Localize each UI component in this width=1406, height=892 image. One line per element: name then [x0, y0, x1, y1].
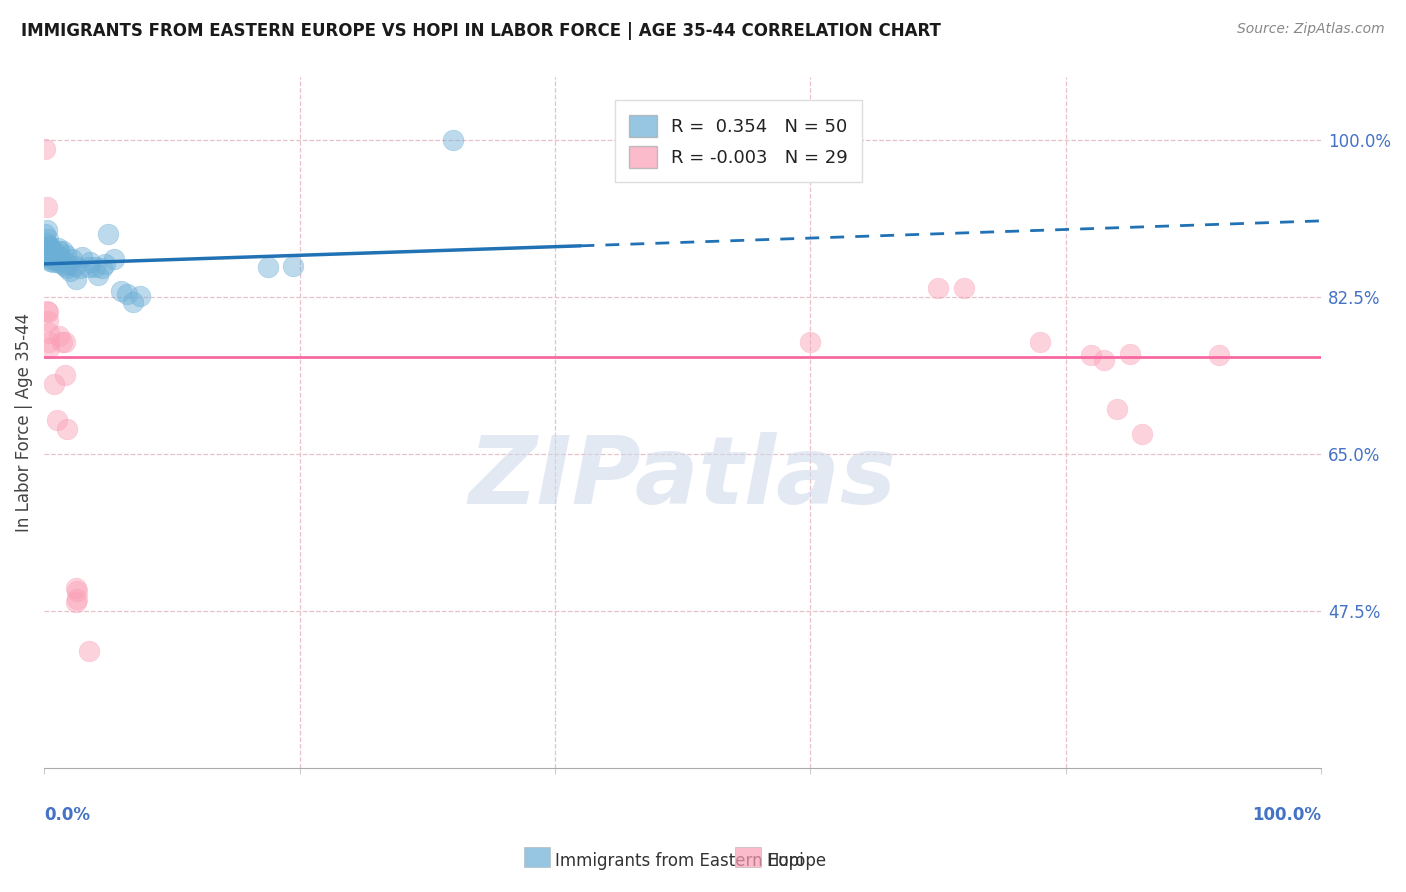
- Point: [58, 257, 80, 271]
- Point: [39, 248, 62, 262]
- Point: [65, 582, 87, 596]
- Text: IMMIGRANTS FROM EASTERN EUROPE VS HOPI IN LABOR FORCE | AGE 35-44 CORRELATION CH: IMMIGRANTS FROM EASTERN EUROPE VS HOPI I…: [21, 22, 941, 40]
- Point: [1029, 334, 1052, 349]
- Point: [34, 142, 56, 156]
- Legend: R =  0.354   N = 50, R = -0.003   N = 29: R = 0.354 N = 50, R = -0.003 N = 29: [614, 100, 862, 182]
- Point: [94, 257, 117, 271]
- Point: [53, 334, 76, 349]
- Point: [60, 252, 83, 267]
- Point: [122, 294, 145, 309]
- Point: [52, 244, 75, 259]
- Point: [45, 413, 67, 427]
- Point: [44, 248, 66, 262]
- Text: Source: ZipAtlas.com: Source: ZipAtlas.com: [1237, 22, 1385, 37]
- Point: [65, 595, 87, 609]
- Point: [41, 243, 63, 257]
- Point: [90, 261, 112, 276]
- Point: [59, 264, 82, 278]
- Point: [38, 245, 60, 260]
- Point: [53, 259, 76, 273]
- Point: [441, 133, 464, 147]
- Point: [37, 232, 59, 246]
- Point: [63, 259, 86, 273]
- Point: [34, 227, 56, 242]
- Text: 0.0%: 0.0%: [44, 805, 90, 823]
- Point: [1118, 346, 1140, 360]
- Point: [69, 261, 91, 276]
- Point: [45, 255, 67, 269]
- Point: [35, 236, 58, 251]
- Point: [35, 201, 58, 215]
- Y-axis label: In Labor Force | Age 35-44: In Labor Force | Age 35-44: [15, 313, 32, 533]
- Point: [84, 260, 107, 275]
- Point: [38, 239, 60, 253]
- Point: [53, 368, 76, 382]
- Point: [87, 268, 110, 282]
- Point: [41, 250, 63, 264]
- Point: [35, 303, 58, 318]
- Text: ZIPatlas: ZIPatlas: [468, 432, 897, 524]
- Point: [256, 260, 278, 275]
- Point: [38, 326, 60, 340]
- Point: [927, 281, 949, 295]
- Point: [38, 334, 60, 349]
- Point: [952, 281, 974, 295]
- Point: [1130, 427, 1153, 442]
- Text: Hopi: Hopi: [766, 852, 804, 870]
- Point: [37, 305, 59, 319]
- Point: [281, 259, 304, 273]
- Point: [66, 592, 89, 607]
- Point: [48, 328, 70, 343]
- Point: [103, 252, 125, 266]
- Point: [56, 261, 79, 276]
- Point: [97, 227, 120, 242]
- Point: [77, 260, 100, 275]
- Point: [48, 244, 70, 259]
- Point: [1208, 348, 1230, 362]
- Point: [35, 223, 58, 237]
- Point: [56, 422, 79, 436]
- Point: [46, 241, 69, 255]
- Point: [44, 377, 66, 392]
- Point: [37, 243, 59, 257]
- Point: [128, 289, 150, 303]
- Point: [51, 334, 73, 349]
- Point: [37, 250, 59, 264]
- Point: [55, 248, 77, 262]
- Point: [66, 584, 89, 599]
- Point: [37, 314, 59, 328]
- Point: [42, 244, 65, 259]
- Point: [79, 255, 101, 269]
- Point: [1105, 402, 1128, 417]
- Point: [49, 250, 72, 264]
- Point: [799, 334, 821, 349]
- Point: [72, 250, 94, 264]
- Point: [1080, 348, 1102, 362]
- Point: [39, 241, 62, 255]
- Point: [42, 255, 65, 269]
- Point: [39, 254, 62, 268]
- Point: [51, 257, 73, 271]
- Point: [1092, 352, 1115, 367]
- Point: [65, 272, 87, 286]
- Point: [115, 287, 138, 301]
- Point: [110, 284, 132, 298]
- Point: [38, 252, 60, 266]
- Point: [77, 644, 100, 658]
- Text: Immigrants from Eastern Europe: Immigrants from Eastern Europe: [555, 852, 827, 870]
- Point: [45, 253, 67, 268]
- Text: 100.0%: 100.0%: [1253, 805, 1322, 823]
- Point: [38, 341, 60, 355]
- Point: [45, 248, 67, 262]
